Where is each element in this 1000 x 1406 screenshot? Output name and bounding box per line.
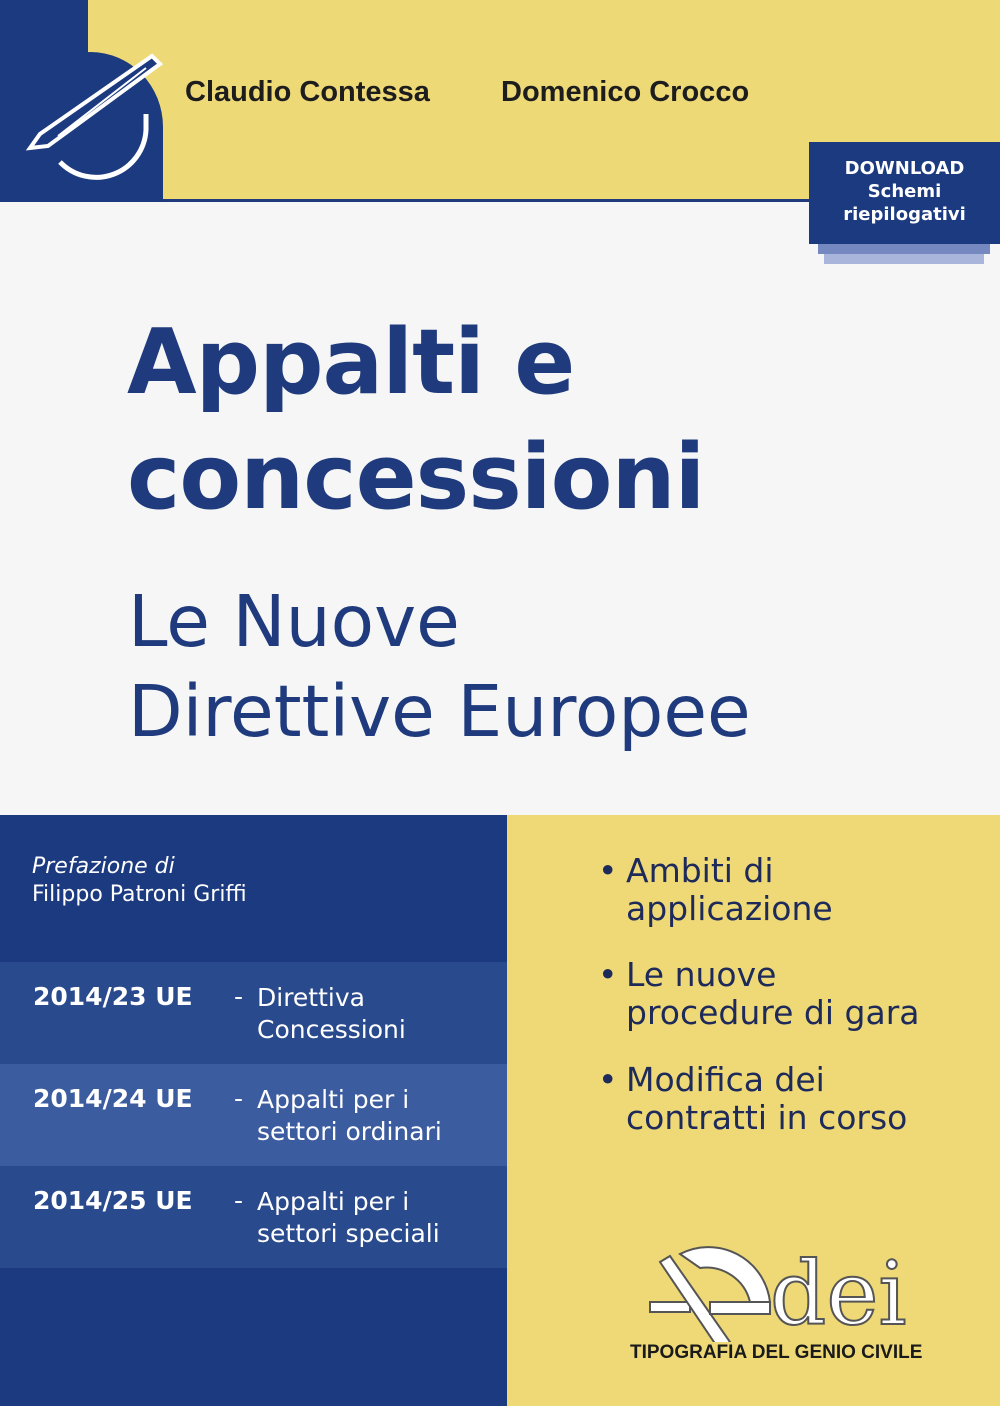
publisher-logo: dei [630, 1241, 930, 1350]
badge-shadow [824, 254, 984, 264]
directive-code: 2014/23 UE [33, 982, 193, 1011]
logo-text: dei [770, 1242, 907, 1342]
directive-row: 2014/23 UE - Direttiva Concessioni [0, 962, 507, 1064]
bullet-item: • Modifica dei contratti in corso [598, 1060, 908, 1137]
download-label: DOWNLOAD [844, 158, 965, 179]
author-1: Claudio Contessa [185, 76, 430, 108]
bullet-item: • Le nuove procedure di gara [598, 955, 920, 1032]
author-2: Domenico Crocco [501, 76, 750, 108]
download-line3: riepilogativi [843, 204, 966, 225]
directive-desc: Appalti per i settori ordinari [257, 1085, 442, 1146]
preface-name: Filippo Patroni Griffi [32, 882, 247, 907]
publisher-name: TIPOGRAFIA DEL GENIO CIVILE [630, 1342, 923, 1363]
directive-desc: Direttiva Concessioni [257, 983, 406, 1044]
directive-desc: Appalti per i settori speciali [257, 1187, 440, 1248]
badge-shadow [818, 244, 990, 254]
title-line1: Appalti e [127, 310, 575, 415]
subtitle-line2: Direttive Europee [128, 670, 751, 753]
pen-badge [18, 52, 164, 202]
directive-code: 2014/24 UE [33, 1084, 193, 1113]
subtitle-line1: Le Nuove [128, 580, 460, 663]
directive-row: 2014/24 UE - Appalti per i settori ordina… [0, 1064, 507, 1166]
download-line2: Schemi [867, 181, 942, 202]
top-band [0, 0, 1000, 202]
preface-label: Prefazione di [32, 854, 175, 879]
title-line2: concessioni [127, 425, 705, 530]
download-badge: DOWNLOAD Schemi riepilogativi [809, 142, 1000, 244]
bullet-item: • Ambiti di applicazione [598, 851, 833, 928]
directive-code: 2014/25 UE [33, 1186, 193, 1215]
pen-icon [25, 53, 164, 180]
directive-row: 2014/25 UE - Appalti per i settori specia… [0, 1166, 507, 1268]
